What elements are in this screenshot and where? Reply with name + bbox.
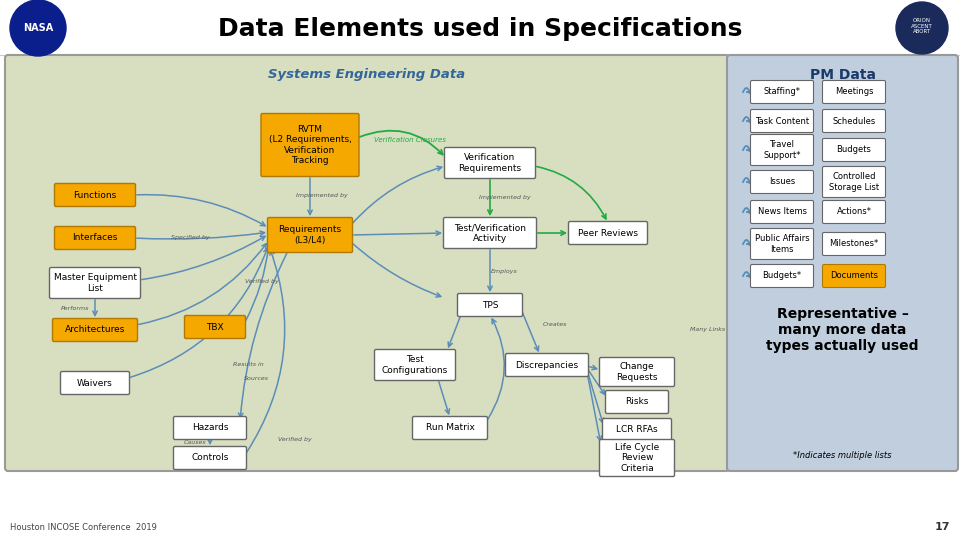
FancyBboxPatch shape	[606, 390, 668, 414]
FancyBboxPatch shape	[823, 80, 885, 104]
Text: Test/Verification
Activity: Test/Verification Activity	[454, 224, 526, 242]
FancyBboxPatch shape	[444, 147, 536, 179]
Text: Task Content: Task Content	[755, 117, 809, 125]
Text: Milestones*: Milestones*	[829, 240, 878, 248]
Text: Architectures: Architectures	[65, 326, 125, 334]
FancyBboxPatch shape	[823, 200, 885, 224]
Text: Change
Requests: Change Requests	[616, 362, 658, 382]
FancyBboxPatch shape	[599, 357, 675, 387]
Text: 17: 17	[934, 522, 950, 532]
Text: TBX: TBX	[206, 322, 224, 332]
Text: Verification Closures: Verification Closures	[374, 137, 446, 143]
Text: Interfaces: Interfaces	[72, 233, 118, 242]
Text: Results in: Results in	[232, 362, 263, 368]
Text: Functions: Functions	[73, 191, 116, 199]
FancyBboxPatch shape	[50, 267, 140, 299]
Text: TPS: TPS	[482, 300, 498, 309]
FancyBboxPatch shape	[823, 166, 885, 198]
Text: Actions*: Actions*	[836, 207, 872, 217]
FancyBboxPatch shape	[823, 110, 885, 132]
FancyBboxPatch shape	[751, 228, 813, 260]
Text: Verification
Requirements: Verification Requirements	[459, 153, 521, 173]
Text: News Items: News Items	[757, 207, 806, 217]
FancyBboxPatch shape	[444, 218, 537, 248]
Text: Run Matrix: Run Matrix	[425, 423, 474, 433]
FancyBboxPatch shape	[374, 349, 455, 381]
FancyBboxPatch shape	[55, 226, 135, 249]
FancyBboxPatch shape	[458, 294, 522, 316]
Text: Travel
Support*: Travel Support*	[763, 140, 801, 160]
FancyBboxPatch shape	[751, 110, 813, 132]
Text: Verified by: Verified by	[245, 280, 278, 285]
Text: Specified by: Specified by	[171, 235, 209, 240]
Text: Performs: Performs	[60, 307, 89, 312]
Circle shape	[896, 2, 948, 54]
Text: PM Data: PM Data	[809, 68, 876, 82]
FancyBboxPatch shape	[174, 447, 247, 469]
Text: LCR RFAs: LCR RFAs	[616, 426, 658, 435]
FancyBboxPatch shape	[60, 372, 130, 395]
Text: Staffing*: Staffing*	[763, 87, 801, 97]
Text: Implemented by: Implemented by	[296, 192, 348, 198]
Text: Meetings: Meetings	[835, 87, 874, 97]
FancyBboxPatch shape	[568, 221, 647, 245]
Text: NASA: NASA	[23, 23, 53, 33]
Text: Many Links: Many Links	[690, 327, 726, 333]
FancyBboxPatch shape	[599, 440, 675, 476]
Text: Discrepancies: Discrepancies	[516, 361, 579, 369]
Text: Schedules: Schedules	[832, 117, 876, 125]
FancyBboxPatch shape	[751, 80, 813, 104]
Text: RVTM
(L2 Requirements,
Verification
Tracking: RVTM (L2 Requirements, Verification Trac…	[269, 125, 351, 165]
Text: Requirements
(L3/L4): Requirements (L3/L4)	[278, 225, 342, 245]
Text: Life Cycle
Review
Criteria: Life Cycle Review Criteria	[614, 443, 660, 473]
FancyBboxPatch shape	[751, 200, 813, 224]
Text: Controlled
Storage List: Controlled Storage List	[828, 172, 879, 192]
Text: *Indicates multiple lists: *Indicates multiple lists	[793, 450, 892, 460]
Text: Risks: Risks	[625, 397, 649, 407]
Text: Systems Engineering Data: Systems Engineering Data	[269, 68, 466, 81]
Text: Causes: Causes	[183, 441, 206, 446]
FancyBboxPatch shape	[413, 416, 488, 440]
Text: Budgets: Budgets	[836, 145, 872, 154]
FancyBboxPatch shape	[55, 184, 135, 206]
Text: Houston INCOSE Conference  2019: Houston INCOSE Conference 2019	[10, 523, 156, 532]
Text: Master Equipment
List: Master Equipment List	[54, 273, 136, 293]
FancyBboxPatch shape	[603, 418, 671, 442]
Text: Employs: Employs	[491, 268, 517, 273]
Text: Creates: Creates	[542, 321, 567, 327]
Text: Issues: Issues	[769, 178, 795, 186]
Text: Peer Reviews: Peer Reviews	[578, 228, 638, 238]
Circle shape	[10, 0, 66, 56]
FancyBboxPatch shape	[823, 233, 885, 255]
Text: Representative –
many more data
types actually used: Representative – many more data types ac…	[766, 307, 919, 353]
FancyBboxPatch shape	[823, 138, 885, 161]
Text: Test
Configurations: Test Configurations	[382, 355, 448, 375]
Text: Documents: Documents	[830, 272, 878, 280]
FancyBboxPatch shape	[261, 113, 359, 177]
FancyBboxPatch shape	[751, 134, 813, 165]
FancyBboxPatch shape	[506, 354, 588, 376]
Text: Public Affairs
Items: Public Affairs Items	[755, 234, 809, 254]
Text: Waivers: Waivers	[77, 379, 113, 388]
Text: Budgets*: Budgets*	[762, 272, 802, 280]
Text: Sources: Sources	[244, 375, 269, 381]
Text: Data Elements used in Specifications: Data Elements used in Specifications	[218, 17, 742, 41]
FancyBboxPatch shape	[823, 265, 885, 287]
Text: Controls: Controls	[191, 454, 228, 462]
FancyBboxPatch shape	[268, 218, 352, 253]
Text: ORION
ASCENT
ABORT: ORION ASCENT ABORT	[911, 18, 933, 35]
FancyBboxPatch shape	[751, 171, 813, 193]
FancyBboxPatch shape	[184, 315, 246, 339]
FancyBboxPatch shape	[174, 416, 247, 440]
Text: Hazards: Hazards	[192, 423, 228, 433]
FancyBboxPatch shape	[53, 319, 137, 341]
Text: Verified by: Verified by	[278, 437, 312, 442]
FancyBboxPatch shape	[751, 265, 813, 287]
FancyBboxPatch shape	[727, 55, 958, 471]
FancyBboxPatch shape	[5, 55, 729, 471]
Text: Implemented by: Implemented by	[479, 195, 531, 200]
